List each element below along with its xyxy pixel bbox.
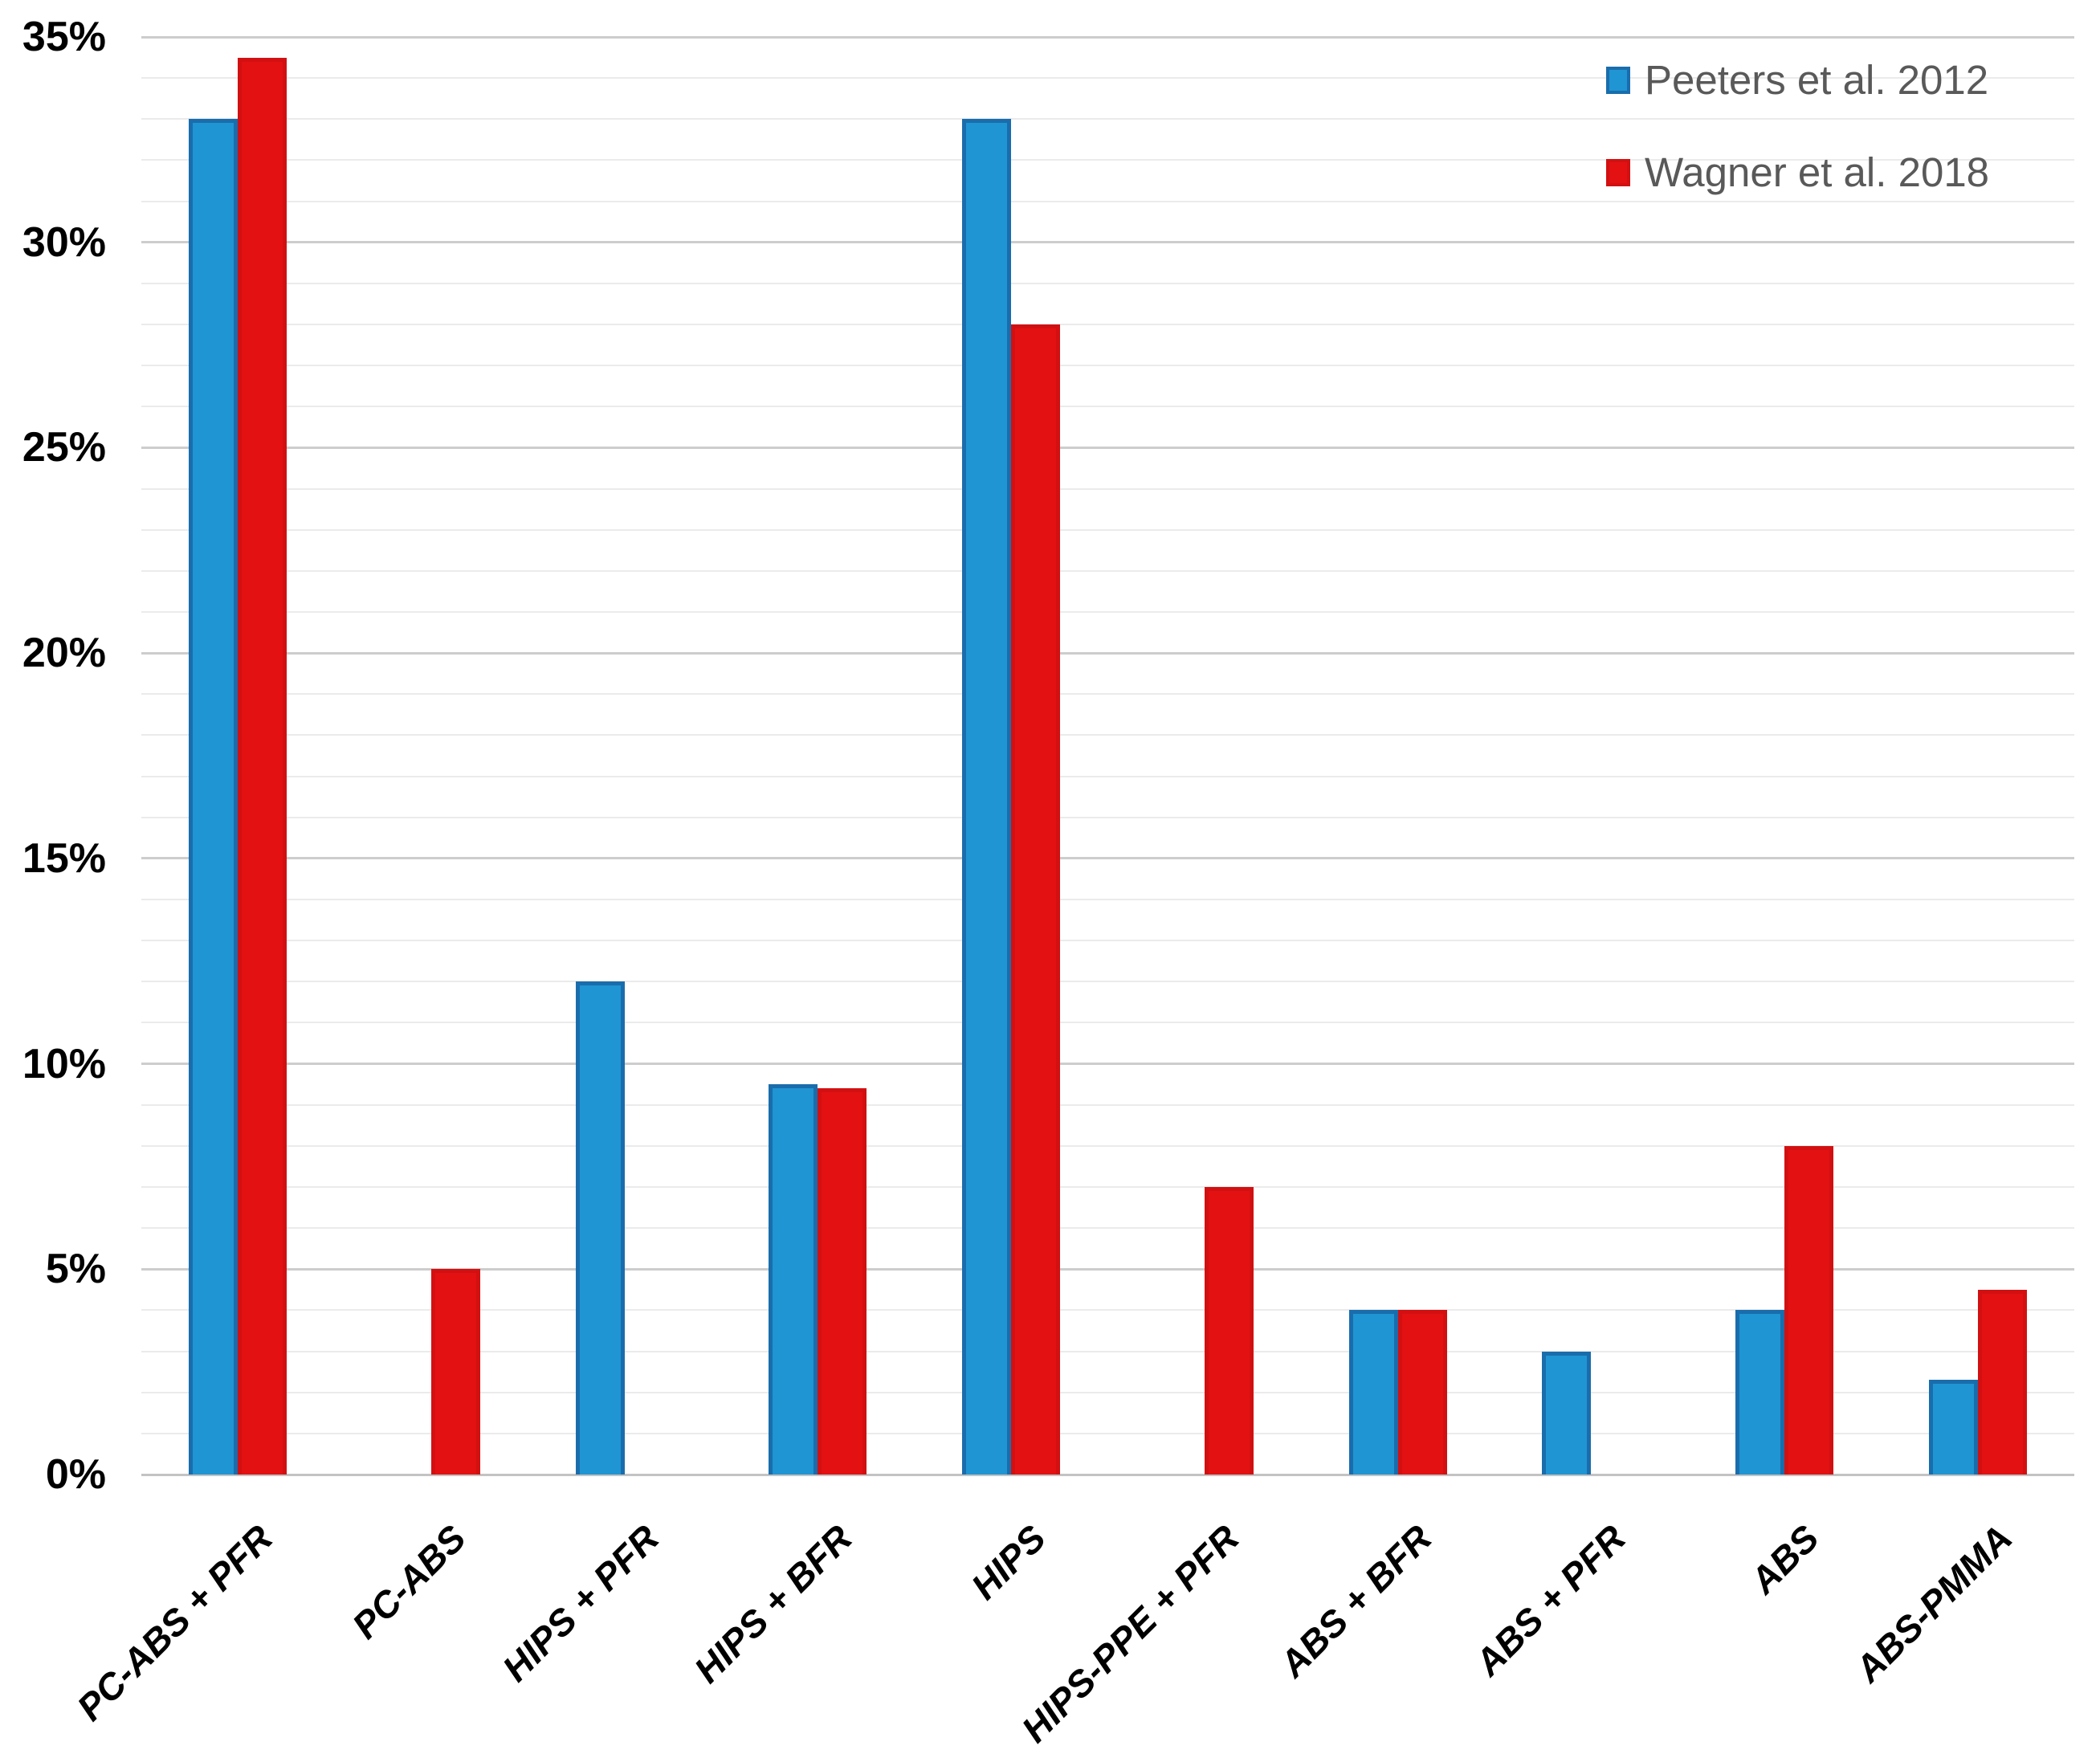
major-gridline (141, 1063, 2074, 1066)
major-gridline (141, 857, 2074, 860)
y-tick-label: 30% (22, 218, 106, 266)
minor-gridline (141, 1186, 2074, 1188)
minor-gridline (141, 1391, 2074, 1393)
bar (238, 57, 287, 1475)
legend-item: Peeters et al. 2012 (1606, 56, 1989, 104)
bar (962, 119, 1012, 1475)
x-category-label: PC-ABS + PFR (68, 1516, 280, 1729)
y-tick-label: 5% (45, 1246, 106, 1293)
minor-gridline (141, 77, 2074, 80)
minor-gridline (141, 1432, 2074, 1434)
major-gridline (141, 446, 2074, 449)
minor-gridline (141, 324, 2074, 325)
x-category-label: ABS-PMMA (1846, 1516, 2020, 1691)
bar (1011, 324, 1061, 1475)
major-gridline (141, 1267, 2074, 1271)
bar (818, 1088, 867, 1475)
bar (189, 119, 239, 1475)
minor-gridline (141, 734, 2074, 736)
minor-gridline (141, 1103, 2074, 1106)
minor-gridline (141, 693, 2074, 696)
minor-gridline (141, 487, 2074, 490)
minor-gridline (141, 981, 2074, 983)
legend-swatch (1606, 159, 1630, 186)
minor-gridline (141, 1350, 2074, 1352)
y-tick-label: 0% (45, 1451, 106, 1498)
y-tick-label: 20% (22, 630, 106, 677)
legend-item: Wagner et al. 2018 (1606, 149, 1989, 197)
x-category-label: HIPS + BFR (686, 1516, 860, 1691)
bar (1397, 1310, 1447, 1475)
y-tick-label: 25% (22, 424, 106, 471)
x-category-label: ABS + BFR (1271, 1516, 1441, 1686)
minor-gridline (141, 569, 2074, 572)
minor-gridline (141, 365, 2074, 367)
bar (575, 981, 625, 1475)
bar (431, 1269, 481, 1475)
y-tick-label: 15% (22, 834, 106, 882)
minor-gridline (141, 528, 2074, 531)
x-category-label: HIPS (962, 1516, 1054, 1608)
bar (1348, 1310, 1398, 1475)
bar (1977, 1289, 2027, 1475)
legend-label: Peeters et al. 2012 (1645, 57, 1989, 103)
x-category-label: PC-ABS (344, 1516, 474, 1647)
minor-gridline (141, 1144, 2074, 1147)
minor-gridline (141, 282, 2074, 284)
minor-gridline (141, 899, 2074, 900)
minor-gridline (141, 159, 2074, 161)
minor-gridline (141, 406, 2074, 408)
legend-label: Wagner et al. 2018 (1645, 149, 1990, 195)
bar (1204, 1187, 1254, 1475)
major-gridline (141, 651, 2074, 655)
minor-gridline (141, 1227, 2074, 1230)
bar (1735, 1310, 1784, 1475)
major-gridline (141, 35, 2074, 39)
bar (1928, 1380, 1978, 1475)
legend-swatch (1606, 67, 1630, 94)
bar (769, 1084, 818, 1475)
major-gridline (141, 241, 2074, 244)
y-tick-label: 10% (22, 1040, 106, 1087)
minor-gridline (141, 611, 2074, 613)
minor-gridline (141, 775, 2074, 777)
minor-gridline (141, 1309, 2074, 1311)
y-tick-label: 35% (22, 14, 106, 60)
x-category-label: HIPS + PFR (494, 1516, 667, 1690)
bar (1542, 1351, 1592, 1475)
minor-gridline (141, 940, 2074, 942)
minor-gridline (141, 1022, 2074, 1024)
bar (1784, 1145, 1833, 1475)
minor-gridline (141, 200, 2074, 202)
minor-gridline (141, 816, 2074, 818)
x-category-label: ABS (1741, 1516, 1827, 1602)
legend: Peeters et al. 2012 Wagner et al. 2018 (1606, 56, 1989, 197)
x-category-label: ABS + PFR (1466, 1516, 1633, 1684)
x-axis-line (141, 1473, 2074, 1476)
minor-gridline (141, 118, 2074, 120)
